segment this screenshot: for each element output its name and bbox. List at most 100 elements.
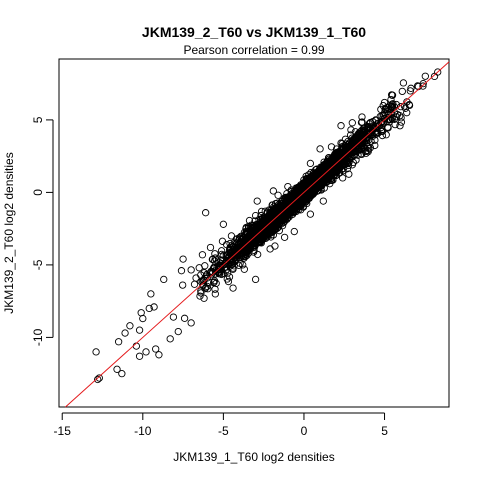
data-point	[366, 130, 374, 139]
data-point	[351, 140, 360, 148]
data-point	[344, 137, 352, 146]
data-point	[269, 187, 277, 195]
data-point	[216, 269, 224, 278]
data-point	[396, 112, 404, 120]
y-tick-label: -10	[31, 328, 45, 346]
data-point	[257, 239, 265, 247]
data-point	[179, 255, 187, 263]
data-point	[177, 267, 186, 275]
data-point	[387, 95, 395, 104]
data-point	[340, 156, 348, 165]
data-point	[403, 109, 411, 117]
data-point	[179, 281, 187, 289]
data-point	[380, 98, 389, 107]
data-point	[406, 87, 414, 95]
data-point	[142, 348, 150, 356]
data-point	[375, 122, 384, 130]
data-point	[174, 327, 182, 336]
data-point	[200, 294, 208, 302]
data-point	[327, 143, 336, 151]
data-point	[229, 284, 237, 292]
data-point	[160, 275, 168, 284]
x-tick-label: -5	[218, 424, 229, 438]
data-point	[211, 254, 219, 262]
data-point	[274, 191, 282, 199]
data-point	[150, 303, 158, 311]
data-point	[201, 209, 210, 217]
data-point	[187, 266, 195, 274]
data-point	[236, 235, 244, 243]
data-point	[335, 156, 343, 164]
x-tick-label: 5	[381, 424, 388, 438]
data-point	[382, 131, 390, 139]
data-point	[344, 161, 353, 170]
data-point	[359, 139, 367, 148]
data-point	[242, 240, 250, 249]
points-layer	[92, 68, 442, 384]
data-point	[211, 290, 219, 298]
data-point	[391, 120, 399, 129]
data-point	[190, 280, 199, 288]
y-axis: -10 -5 0 5	[31, 116, 54, 346]
data-point	[94, 375, 102, 384]
data-point	[284, 182, 292, 191]
data-point	[166, 335, 174, 343]
data-point	[219, 220, 228, 228]
data-point	[271, 242, 279, 250]
data-point	[257, 207, 266, 216]
data-point	[265, 218, 273, 227]
data-point	[330, 171, 338, 180]
data-point	[397, 118, 406, 126]
data-point	[258, 227, 266, 235]
data-point	[253, 197, 261, 205]
data-point	[232, 249, 240, 257]
data-point	[326, 166, 335, 174]
data-point	[280, 233, 289, 242]
data-point	[434, 68, 442, 76]
data-point	[259, 235, 267, 243]
data-point	[217, 247, 226, 255]
data-point	[398, 87, 406, 96]
data-point	[254, 250, 262, 259]
data-point	[306, 210, 315, 218]
data-point	[397, 114, 405, 122]
data-point	[223, 269, 232, 277]
data-point	[250, 246, 258, 255]
data-point	[358, 113, 366, 121]
data-point	[419, 82, 427, 90]
data-point	[295, 193, 303, 201]
data-point	[285, 196, 293, 204]
data-point	[195, 264, 203, 272]
data-point	[306, 159, 315, 168]
data-point	[359, 126, 368, 135]
data-point	[384, 123, 392, 131]
x-tick-label: 0	[301, 424, 308, 438]
data-point	[396, 122, 404, 130]
data-point	[203, 282, 211, 291]
data-point	[147, 290, 155, 298]
data-point	[211, 250, 219, 258]
data-point	[401, 104, 410, 112]
data-point	[242, 224, 250, 233]
data-point	[239, 261, 247, 269]
data-point	[261, 207, 269, 215]
data-point	[347, 154, 355, 162]
x-tick-label: -10	[134, 424, 152, 438]
data-point	[316, 145, 324, 153]
data-point	[207, 268, 215, 276]
data-point	[385, 118, 393, 126]
x-tick-label: -15	[54, 424, 72, 438]
data-point	[211, 270, 220, 278]
data-point	[139, 314, 147, 323]
chart-title: JKM139_2_T60 vs JKM139_1_T60	[142, 24, 366, 40]
data-point	[345, 170, 353, 178]
data-point	[351, 147, 359, 156]
data-point	[233, 243, 241, 252]
data-point	[337, 122, 345, 130]
chart-subtitle: Pearson correlation = 0.99	[183, 43, 324, 57]
data-point	[180, 314, 189, 322]
data-point	[211, 285, 219, 293]
data-point	[311, 184, 320, 193]
data-point	[362, 139, 371, 147]
